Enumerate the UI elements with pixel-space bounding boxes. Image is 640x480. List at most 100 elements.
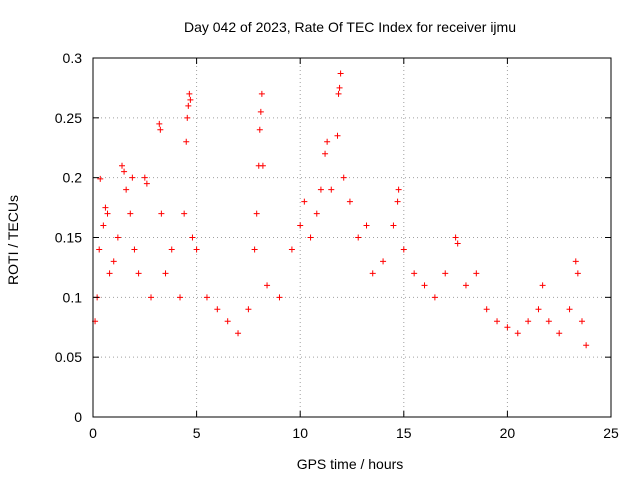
data-point <box>583 342 590 349</box>
data-point <box>336 84 343 91</box>
data-point <box>100 222 107 229</box>
data-point <box>123 186 130 193</box>
data-point <box>363 222 370 229</box>
data-point <box>535 306 542 313</box>
data-point <box>454 240 461 247</box>
data-point <box>288 246 295 253</box>
axis-ticks: 0 5 10 15 20 25 0 0.05 0.1 0.15 0.2 0.25 0.3 <box>55 50 619 441</box>
data-point <box>340 174 347 181</box>
data-point <box>307 234 314 241</box>
data-point <box>390 222 397 229</box>
data-point <box>431 294 438 301</box>
x-tick-label: 10 <box>292 425 308 441</box>
data-point <box>566 306 573 313</box>
y-tick-label: 0 <box>74 409 82 425</box>
data-point <box>156 120 163 127</box>
grid-lines <box>93 58 611 417</box>
data-point <box>187 96 194 103</box>
data-point <box>193 246 200 253</box>
data-point <box>355 234 362 241</box>
data-point <box>525 318 532 325</box>
data-point <box>184 114 191 121</box>
data-point <box>380 258 387 265</box>
data-point <box>324 138 331 145</box>
data-point <box>258 90 265 97</box>
y-tick-label: 0.3 <box>63 50 83 66</box>
y-tick-label: 0.1 <box>63 289 83 305</box>
data-point <box>256 126 263 133</box>
data-point <box>322 150 329 157</box>
data-point <box>504 324 511 331</box>
data-point <box>135 270 142 277</box>
data-point <box>158 210 165 217</box>
data-point <box>183 138 190 145</box>
data-point <box>259 162 266 169</box>
y-axis-label: ROTI / TECUs <box>5 195 21 285</box>
chart-title: Day 042 of 2023, Rate Of TEC Index for r… <box>184 19 516 35</box>
data-point <box>337 70 344 77</box>
data-point <box>97 175 104 182</box>
data-point <box>177 294 184 301</box>
data-point <box>462 282 469 289</box>
data-point <box>369 270 376 277</box>
data-point <box>539 282 546 289</box>
data-point <box>301 198 308 205</box>
data-point <box>395 186 402 193</box>
data-point <box>276 294 283 301</box>
y-tick-label: 0.25 <box>55 110 82 126</box>
data-point <box>102 204 109 211</box>
data-point <box>264 282 271 289</box>
data-point <box>251 246 258 253</box>
data-point <box>328 186 335 193</box>
data-point <box>421 282 428 289</box>
data-point <box>110 258 117 265</box>
data-point <box>148 294 155 301</box>
data-point <box>106 270 113 277</box>
data-point <box>245 306 252 313</box>
data-point <box>121 168 128 175</box>
data-point <box>203 294 210 301</box>
data-point <box>335 90 342 97</box>
data-point <box>181 210 188 217</box>
data-points <box>92 70 590 349</box>
data-point <box>141 174 148 181</box>
data-point <box>129 174 136 181</box>
x-tick-label: 25 <box>603 425 619 441</box>
data-point <box>297 222 304 229</box>
data-point <box>394 198 401 205</box>
data-point <box>334 132 341 139</box>
data-point <box>473 270 480 277</box>
y-tick-label: 0.15 <box>55 230 82 246</box>
data-point <box>189 234 196 241</box>
data-point <box>257 108 264 115</box>
data-point <box>186 90 193 97</box>
data-point <box>578 318 585 325</box>
x-tick-label: 0 <box>89 425 97 441</box>
data-point <box>127 210 134 217</box>
data-point <box>104 210 111 217</box>
data-point <box>235 330 242 337</box>
data-point <box>483 306 490 313</box>
data-point <box>411 270 418 277</box>
data-point <box>514 330 521 337</box>
data-point <box>556 330 563 337</box>
x-axis-label: GPS time / hours <box>297 456 404 472</box>
data-point <box>572 258 579 265</box>
data-point <box>224 318 231 325</box>
y-tick-label: 0.05 <box>55 349 82 365</box>
data-point <box>452 234 459 241</box>
data-point <box>214 306 221 313</box>
data-point <box>253 210 260 217</box>
data-point <box>574 270 581 277</box>
data-point <box>346 198 353 205</box>
x-tick-label: 15 <box>396 425 412 441</box>
x-tick-label: 20 <box>500 425 516 441</box>
data-point <box>96 246 103 253</box>
data-point <box>114 234 121 241</box>
data-point <box>143 180 150 187</box>
x-tick-label: 5 <box>193 425 201 441</box>
data-point <box>442 270 449 277</box>
data-point <box>494 318 501 325</box>
data-point <box>185 102 192 109</box>
